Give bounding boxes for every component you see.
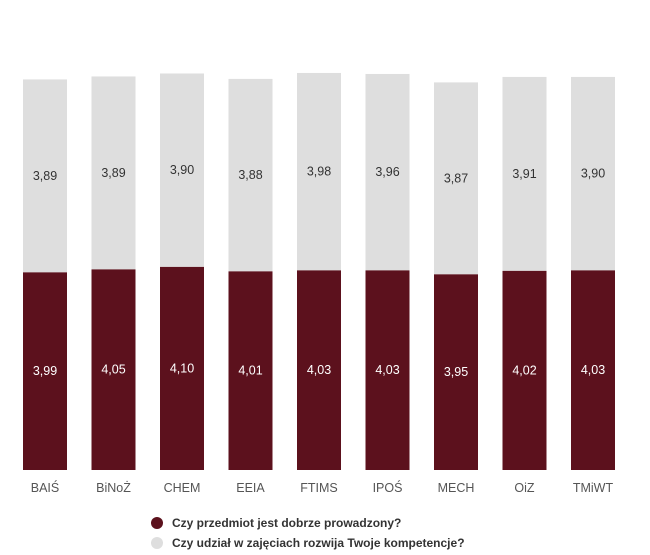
x-tick-label: IPOŚ: [373, 480, 403, 495]
x-tick-label: OiZ: [514, 481, 535, 495]
bar-series-2-MECH[interactable]: [434, 82, 478, 275]
legend-label-series-1: Czy przedmiot jest dobrze prowadzony?: [172, 516, 402, 530]
data-label-series-1-FTIMS: 4,03: [307, 363, 331, 377]
bar-series-2-CHEM[interactable]: [160, 73, 204, 267]
data-label-series-1-BAIŚ: 3,99: [33, 364, 57, 378]
data-label-series-2-CHEM: 3,90: [170, 163, 194, 177]
stacked-bar-chart: 3,99 3,89 BAIŚ 4,05 3,89 BiNoŻ 4,10 3,90 CHEM 4,0…: [23, 72, 615, 495]
data-label-series-2-MECH: 3,87: [444, 171, 468, 185]
data-label-series-1-IPOŚ: 4,03: [375, 363, 399, 377]
bar-series-1-FTIMS[interactable]: [297, 270, 341, 470]
x-tick-label: FTIMS: [300, 481, 338, 495]
bar-series-1-MECH[interactable]: [434, 274, 478, 470]
bar-series-1-OiZ[interactable]: [502, 270, 547, 470]
bar-series-2-OiZ[interactable]: [502, 76, 547, 271]
bar-series-2-EEIA[interactable]: [228, 78, 273, 272]
bar-series-1-TMiWT[interactable]: [571, 270, 615, 470]
legend-item-series-1[interactable]: Czy przedmiot jest dobrze prowadzony?: [151, 513, 465, 533]
bar-series-2-BAIŚ[interactable]: [23, 79, 67, 273]
x-tick-label: MECH: [438, 481, 475, 495]
legend-marker-series-2: [151, 537, 163, 549]
bar-series-1-IPOŚ[interactable]: [365, 270, 410, 470]
legend-marker-series-1: [151, 517, 163, 529]
data-label-series-1-MECH: 3,95: [444, 365, 468, 379]
bar-series-1-CHEM[interactable]: [160, 266, 204, 470]
data-label-series-1-OiZ: 4,02: [512, 363, 536, 377]
bar-series-2-FTIMS[interactable]: [297, 72, 341, 271]
x-tick-label: BAIŚ: [31, 480, 60, 495]
legend: Czy przedmiot jest dobrze prowadzony? Cz…: [151, 513, 465, 553]
data-label-series-1-EEIA: 4,01: [238, 364, 262, 378]
bar-series-1-BiNoŻ[interactable]: [91, 269, 136, 470]
data-label-series-1-BiNoŻ: 4,05: [101, 363, 125, 377]
data-label-series-1-CHEM: 4,10: [170, 361, 194, 375]
legend-label-series-2: Czy udział w zajęciach rozwija Twoje kom…: [172, 536, 465, 550]
x-tick-label: TMiWT: [573, 481, 614, 495]
bar-series-2-BiNoŻ[interactable]: [91, 76, 136, 270]
bar-series-2-IPOŚ[interactable]: [365, 73, 410, 271]
x-tick-label: CHEM: [164, 481, 201, 495]
legend-item-series-2[interactable]: Czy udział w zajęciach rozwija Twoje kom…: [151, 533, 465, 553]
data-label-series-2-EEIA: 3,88: [238, 168, 262, 182]
data-label-series-2-TMiWT: 3,90: [581, 167, 605, 181]
data-label-series-2-FTIMS: 3,98: [307, 165, 331, 179]
data-label-series-2-BiNoŻ: 3,89: [101, 166, 125, 180]
data-label-series-1-TMiWT: 4,03: [581, 363, 605, 377]
data-label-series-2-IPOŚ: 3,96: [375, 165, 399, 179]
x-tick-label: BiNoŻ: [96, 481, 131, 495]
bar-series-1-EEIA[interactable]: [228, 271, 273, 470]
data-label-series-2-OiZ: 3,91: [512, 167, 536, 181]
data-label-series-2-BAIŚ: 3,89: [33, 169, 57, 183]
bar-series-1-BAIŚ[interactable]: [23, 272, 67, 470]
bar-series-2-TMiWT[interactable]: [571, 76, 615, 271]
x-tick-label: EEIA: [236, 481, 265, 495]
